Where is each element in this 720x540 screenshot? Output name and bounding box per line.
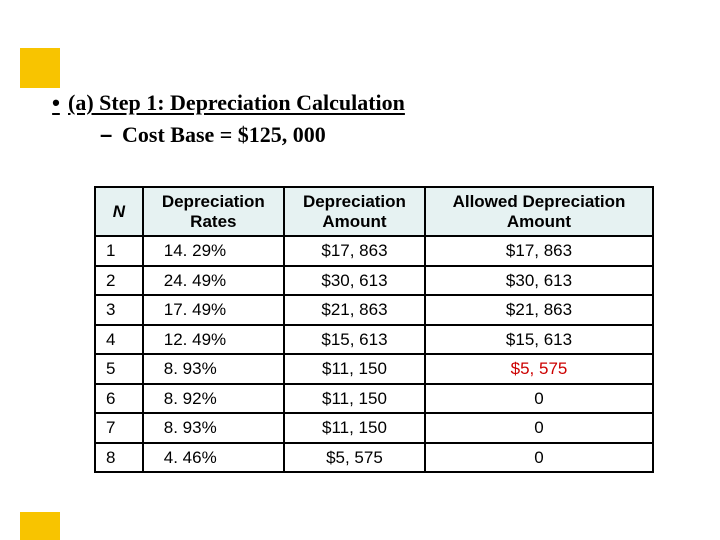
cell-allowed: 0 bbox=[425, 413, 653, 443]
cell-allowed: 0 bbox=[425, 443, 653, 473]
table-header-row: N Depreciation Rates Depreciation Amount… bbox=[95, 187, 653, 236]
cell-amount: $17, 863 bbox=[284, 236, 425, 266]
cell-n: 6 bbox=[95, 384, 143, 414]
col-header-allowed: Allowed Depreciation Amount bbox=[425, 187, 653, 236]
cell-rate: 12. 49% bbox=[143, 325, 284, 355]
cell-amount: $15, 613 bbox=[284, 325, 425, 355]
cell-amount: $21, 863 bbox=[284, 295, 425, 325]
cell-allowed: $17, 863 bbox=[425, 236, 653, 266]
col-header-n: N bbox=[95, 187, 143, 236]
depreciation-table: N Depreciation Rates Depreciation Amount… bbox=[94, 186, 654, 473]
cell-n: 4 bbox=[95, 325, 143, 355]
cell-allowed: 0 bbox=[425, 384, 653, 414]
table-row: 114. 29%$17, 863$17, 863 bbox=[95, 236, 653, 266]
table-row: 317. 49%$21, 863$21, 863 bbox=[95, 295, 653, 325]
cell-amount: $11, 150 bbox=[284, 354, 425, 384]
table-row: 224. 49%$30, 613$30, 613 bbox=[95, 266, 653, 296]
accent-box-top bbox=[20, 48, 60, 88]
table-row: 412. 49%$15, 613$15, 613 bbox=[95, 325, 653, 355]
cell-n: 3 bbox=[95, 295, 143, 325]
cost-base-line: – Cost Base = $125, 000 bbox=[100, 122, 676, 148]
accent-box-bottom bbox=[20, 512, 60, 540]
cell-rate: 8. 93% bbox=[143, 354, 284, 384]
cell-allowed: $21, 863 bbox=[425, 295, 653, 325]
cost-base-text: Cost Base = $125, 000 bbox=[122, 122, 326, 148]
table-row: 78. 93%$11, 1500 bbox=[95, 413, 653, 443]
dash-icon: – bbox=[100, 122, 122, 148]
table-row: 84. 46%$5, 5750 bbox=[95, 443, 653, 473]
slide-content: • (a) Step 1: Depreciation Calculation –… bbox=[44, 90, 676, 148]
cell-n: 7 bbox=[95, 413, 143, 443]
step-heading: • (a) Step 1: Depreciation Calculation bbox=[44, 90, 676, 116]
col-header-rates: Depreciation Rates bbox=[143, 187, 284, 236]
depreciation-table-wrap: N Depreciation Rates Depreciation Amount… bbox=[94, 186, 654, 473]
cell-allowed: $5, 575 bbox=[425, 354, 653, 384]
bullet-icon: • bbox=[44, 90, 68, 116]
cell-amount: $11, 150 bbox=[284, 413, 425, 443]
cell-rate: 17. 49% bbox=[143, 295, 284, 325]
cell-rate: 8. 93% bbox=[143, 413, 284, 443]
cell-n: 1 bbox=[95, 236, 143, 266]
cell-rate: 8. 92% bbox=[143, 384, 284, 414]
cell-amount: $30, 613 bbox=[284, 266, 425, 296]
cell-rate: 4. 46% bbox=[143, 443, 284, 473]
cell-n: 5 bbox=[95, 354, 143, 384]
col-header-amount: Depreciation Amount bbox=[284, 187, 425, 236]
cell-amount: $11, 150 bbox=[284, 384, 425, 414]
cell-n: 8 bbox=[95, 443, 143, 473]
step-heading-text: (a) Step 1: Depreciation Calculation bbox=[68, 90, 405, 116]
table-row: 68. 92%$11, 1500 bbox=[95, 384, 653, 414]
cell-rate: 24. 49% bbox=[143, 266, 284, 296]
cell-n: 2 bbox=[95, 266, 143, 296]
cell-allowed: $30, 613 bbox=[425, 266, 653, 296]
table-row: 58. 93%$11, 150$5, 575 bbox=[95, 354, 653, 384]
cell-rate: 14. 29% bbox=[143, 236, 284, 266]
cell-allowed: $15, 613 bbox=[425, 325, 653, 355]
cell-amount: $5, 575 bbox=[284, 443, 425, 473]
